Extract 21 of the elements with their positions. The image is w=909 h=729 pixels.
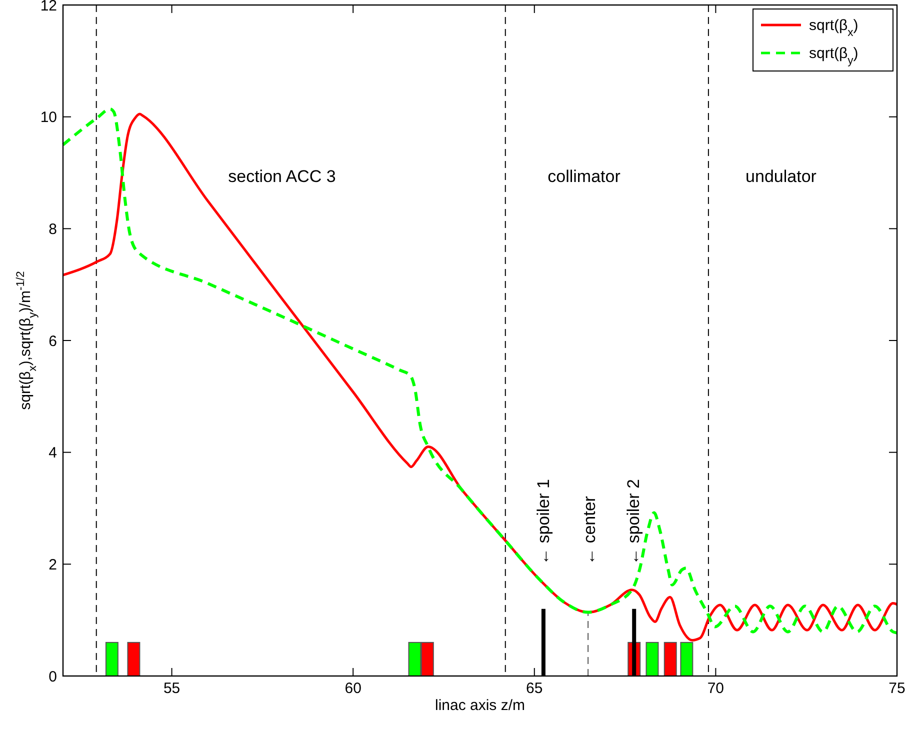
legend-label: sqrt(β$_{y}$) — [809, 45, 858, 67]
y-tick-label: 10 — [40, 109, 57, 126]
x-tick-label: 65 — [526, 680, 543, 697]
x-axis-title: linac axis z/m — [434, 697, 526, 714]
y-tick-label: 2 — [48, 556, 57, 574]
annotation: ← spoiler 2 — [624, 479, 643, 565]
y-tick-label: 4 — [48, 444, 57, 462]
annotation: collimator — [548, 167, 621, 186]
annotation: section ACC 3 — [228, 167, 336, 186]
y-tick-label: 6 — [48, 332, 57, 350]
y-tick-label: 8 — [48, 220, 57, 238]
annotation: undulator — [746, 167, 817, 186]
x-tick-label: 55 — [163, 680, 180, 697]
x-tick-label: 70 — [707, 680, 724, 697]
annotation: ← center — [580, 496, 599, 565]
y-tick-label: 12 — [40, 0, 57, 14]
x-tick-label: 60 — [344, 680, 362, 697]
legend-label: sqrt(β$_{x}$) — [809, 17, 858, 39]
x-tick-label: 75 — [888, 680, 906, 697]
y-tick-label: 0 — [48, 668, 57, 686]
annotation: ← spoiler 1 — [534, 479, 553, 565]
